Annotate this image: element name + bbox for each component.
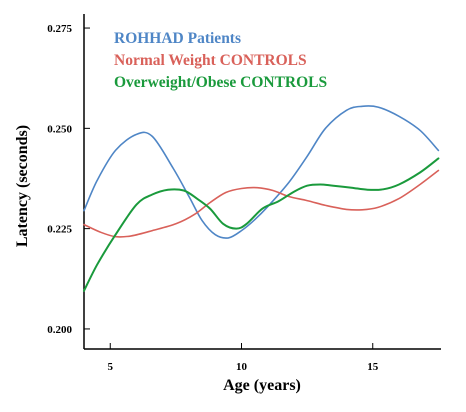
y-tick-label: 0.225: [47, 224, 72, 236]
x-ticks: 5 10 15: [108, 343, 379, 373]
x-axis-title: Age (years): [223, 377, 301, 394]
series-line-rohhad: [83, 105, 440, 239]
x-tick-label: 5: [108, 361, 114, 373]
x-tick-label: 15: [367, 361, 379, 373]
axes: [83, 14, 441, 350]
y-tick-label: 0.200: [47, 324, 72, 336]
legend-entry-overweight-obese: Overweight/Obese CONTROLS: [114, 74, 327, 91]
legend: ROHHAD Patients Normal Weight CONTROLS Ove…: [114, 30, 327, 91]
y-ticks: 0.200 0.225 0.250 0.275: [47, 23, 90, 336]
y-tick-label: 0.250: [47, 123, 72, 135]
x-tick-label: 10: [236, 361, 248, 373]
y-tick-label: 0.275: [47, 23, 72, 35]
y-axis-title: Latency (seconds): [14, 125, 31, 247]
legend-entry-rohhad: ROHHAD Patients: [114, 30, 241, 47]
series-line-overweight-obese: [83, 157, 440, 292]
series-line-normal-weight: [83, 169, 440, 238]
series-lines: [83, 105, 440, 292]
legend-entry-normal-weight: Normal Weight CONTROLS: [114, 52, 307, 69]
